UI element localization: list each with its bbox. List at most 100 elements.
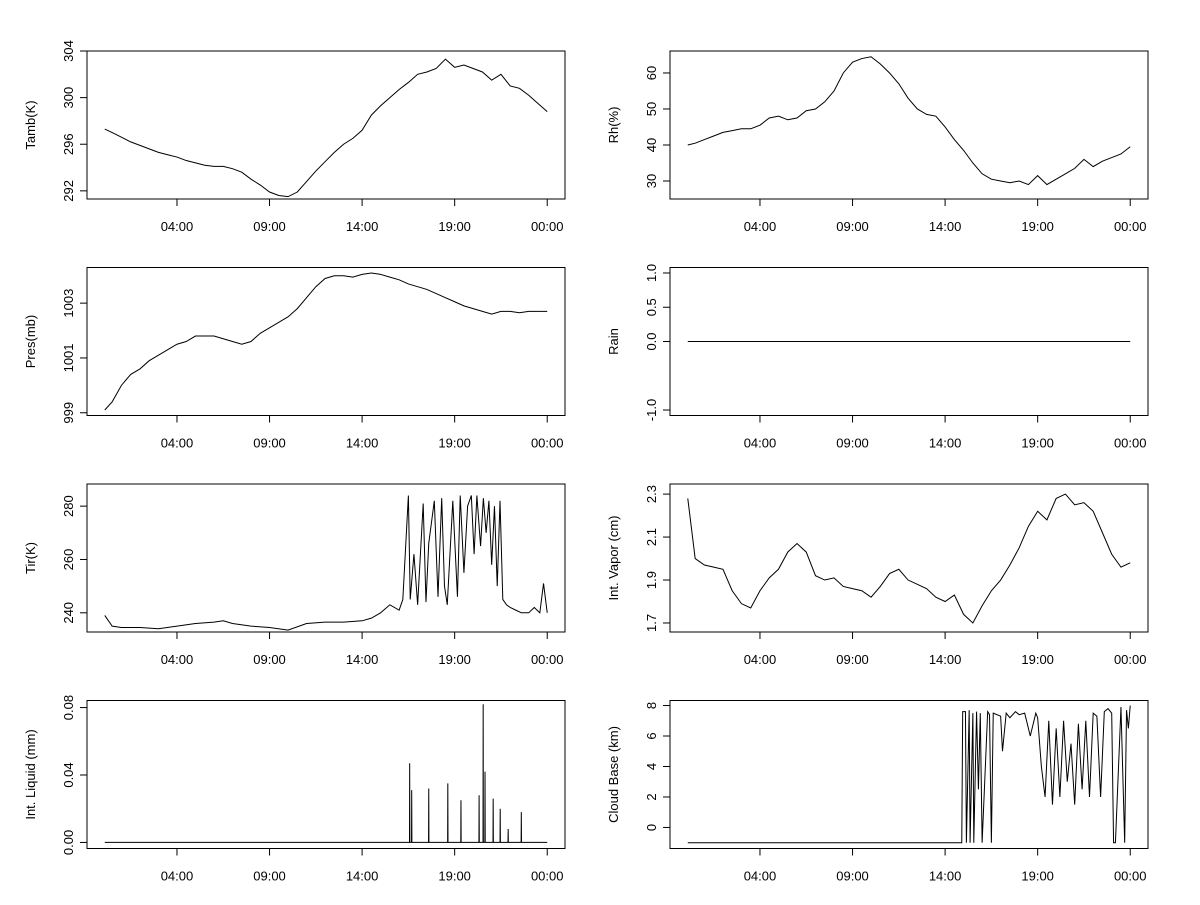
y-tick-label: 280 <box>61 495 76 517</box>
y-tick-label: 6 <box>644 732 659 739</box>
y-axis-label: Tamb(K) <box>23 100 38 149</box>
panel: 04:00 09:00 14:00 19:00 00:00 -1.0 0.0 0.5 1.0 Ra… <box>606 264 1149 451</box>
panel: 04:00 09:00 14:00 19:00 00:00 292 296 300 304 Tam… <box>23 40 566 234</box>
y-tick-label: 999 <box>61 402 76 424</box>
x-tick-label: 14:00 <box>929 219 962 234</box>
plot-frame <box>86 483 566 633</box>
data-line <box>104 272 548 411</box>
panel: 04:00 09:00 14:00 19:00 00:00 30 40 50 60 Rh(%) <box>606 50 1149 234</box>
x-tick-label: 04:00 <box>161 436 194 451</box>
plot-frame <box>669 50 1149 200</box>
x-tick-label: 19:00 <box>1021 219 1054 234</box>
y-tick-label: 8 <box>644 702 659 709</box>
y-tick-label: 292 <box>61 180 76 202</box>
y-tick-label: 0.5 <box>644 298 659 316</box>
x-tick-label: 04:00 <box>744 869 777 884</box>
x-tick-label: 00:00 <box>531 869 564 884</box>
y-tick-label: 1.0 <box>644 264 659 282</box>
x-tick-label: 04:00 <box>744 652 777 667</box>
x-tick-label: 19:00 <box>1021 869 1054 884</box>
x-tick-label: 00:00 <box>1114 219 1147 234</box>
x-tick-label: 04:00 <box>744 436 777 451</box>
x-tick-label: 04:00 <box>161 652 194 667</box>
x-tick-label: 09:00 <box>253 219 286 234</box>
x-tick-label: 19:00 <box>1021 652 1054 667</box>
data-line <box>687 705 1131 844</box>
y-axis-label: Rh(%) <box>606 107 621 144</box>
y-tick-label: 300 <box>61 87 76 109</box>
y-tick-label: 1003 <box>61 289 76 318</box>
x-tick-label: 14:00 <box>346 869 379 884</box>
x-tick-label: 00:00 <box>1114 869 1147 884</box>
panel: 04:00 09:00 14:00 19:00 00:00 1.7 1.9 2.1 2.3 Int… <box>606 483 1149 667</box>
y-tick-label: 0.0 <box>644 332 659 350</box>
y-axis-label: Rain <box>606 328 621 355</box>
y-tick-label: 4 <box>644 763 659 770</box>
x-tick-label: 09:00 <box>253 652 286 667</box>
y-tick-label: 0.00 <box>61 830 76 855</box>
x-tick-label: 00:00 <box>1114 652 1147 667</box>
x-tick-label: 19:00 <box>438 869 471 884</box>
y-tick-label: 2.3 <box>644 485 659 503</box>
x-tick-label: 14:00 <box>929 436 962 451</box>
x-tick-label: 00:00 <box>531 436 564 451</box>
panel: 04:00 09:00 14:00 19:00 00:00 0 2 4 6 8 Cloud Base… <box>606 700 1149 884</box>
y-tick-label: 2.1 <box>644 528 659 546</box>
y-axis-label: Pres(mb) <box>23 315 38 368</box>
y-tick-label: 304 <box>61 40 76 62</box>
data-line <box>687 493 1131 624</box>
panel: 04:00 09:00 14:00 19:00 00:00 999 1001 1003 Pres… <box>23 267 566 451</box>
y-tick-label: 30 <box>644 174 659 188</box>
y-tick-label: 0.04 <box>61 762 76 787</box>
y-axis-label: Cloud Base (km) <box>606 726 621 823</box>
y-tick-label: -1.0 <box>644 399 659 421</box>
y-axis-label: Int. Liquid (mm) <box>23 729 38 819</box>
x-tick-label: 19:00 <box>438 219 471 234</box>
plot-frame <box>86 267 566 416</box>
x-tick-label: 14:00 <box>346 436 379 451</box>
y-tick-label: 0.08 <box>61 695 76 720</box>
x-tick-label: 14:00 <box>346 652 379 667</box>
data-line <box>104 704 548 843</box>
x-tick-label: 04:00 <box>161 219 194 234</box>
y-tick-label: 60 <box>644 66 659 80</box>
plot-frame <box>86 50 566 200</box>
panel: 04:00 09:00 14:00 19:00 00:00 0.00 0.04 0.08 Int… <box>23 695 566 884</box>
x-tick-label: 00:00 <box>531 219 564 234</box>
x-tick-label: 14:00 <box>346 219 379 234</box>
y-tick-label: 2 <box>644 793 659 800</box>
data-line <box>687 56 1131 186</box>
y-tick-label: 240 <box>61 602 76 624</box>
x-tick-label: 04:00 <box>161 869 194 884</box>
y-tick-label: 40 <box>644 138 659 152</box>
x-tick-label: 09:00 <box>253 436 286 451</box>
x-tick-label: 09:00 <box>253 869 286 884</box>
x-tick-label: 14:00 <box>929 652 962 667</box>
x-tick-label: 19:00 <box>1021 436 1054 451</box>
x-tick-label: 04:00 <box>744 219 777 234</box>
y-axis-label: Int. Vapor (cm) <box>606 515 621 600</box>
x-tick-label: 14:00 <box>929 869 962 884</box>
panel: 04:00 09:00 14:00 19:00 00:00 240 260 280 Tir(K) <box>23 483 566 667</box>
x-tick-label: 00:00 <box>531 652 564 667</box>
y-tick-label: 1.9 <box>644 571 659 589</box>
y-tick-label: 1001 <box>61 343 76 372</box>
y-tick-label: 1.7 <box>644 614 659 632</box>
y-axis-label: Tir(K) <box>23 542 38 574</box>
x-tick-label: 00:00 <box>1114 436 1147 451</box>
y-tick-label: 296 <box>61 133 76 155</box>
x-tick-label: 09:00 <box>836 436 869 451</box>
data-line <box>104 58 548 198</box>
plot-frame <box>669 483 1149 633</box>
data-line <box>104 495 548 631</box>
y-tick-label: 260 <box>61 549 76 571</box>
x-tick-label: 19:00 <box>438 652 471 667</box>
x-tick-label: 09:00 <box>836 869 869 884</box>
y-tick-label: 0 <box>644 824 659 831</box>
x-tick-label: 09:00 <box>836 652 869 667</box>
y-tick-label: 50 <box>644 102 659 116</box>
x-tick-label: 19:00 <box>438 436 471 451</box>
x-tick-label: 09:00 <box>836 219 869 234</box>
